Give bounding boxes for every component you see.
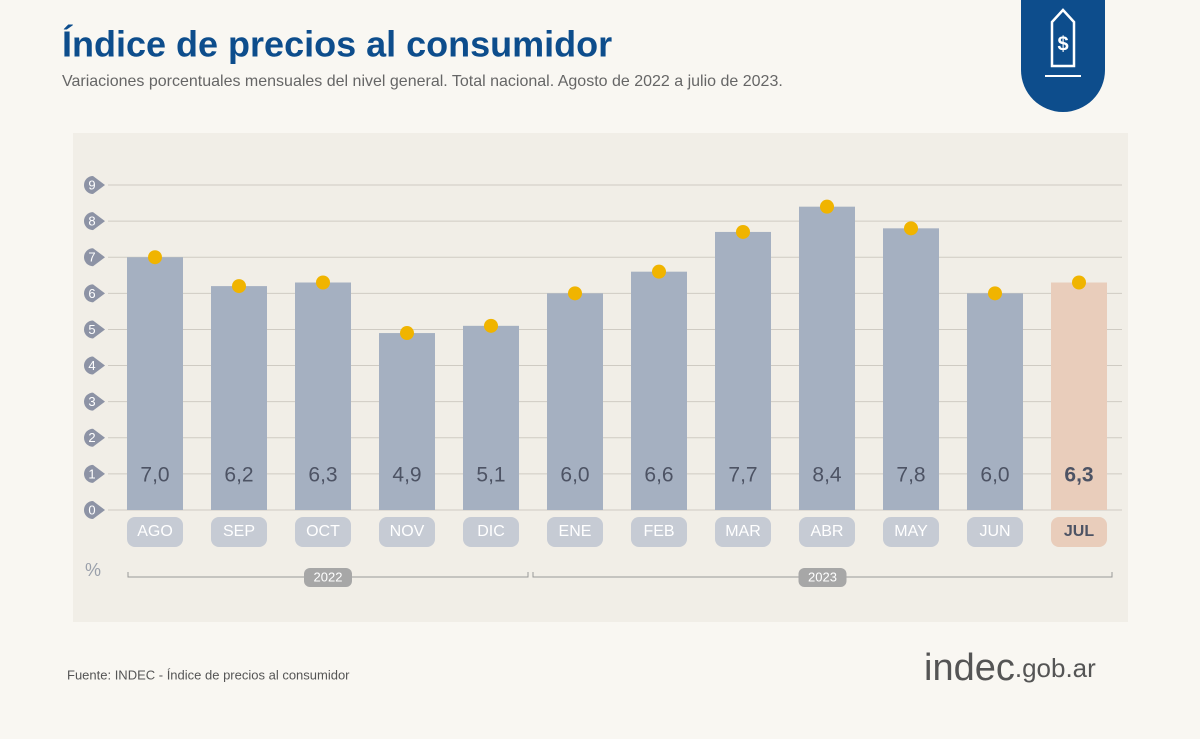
x-tick-label: DIC [477,523,505,540]
x-tick-label: JUL [1064,523,1094,540]
x-tick-label: OCT [306,523,340,540]
y-tick-badge [84,176,105,194]
x-tick-label: ENE [559,523,592,540]
y-tick-label: 0 [88,502,95,517]
x-tick-label: MAR [725,523,761,540]
y-tick-label: 3 [88,394,95,409]
y-tick-badge [84,392,105,411]
bar [127,257,183,510]
value-label: 6,0 [560,464,589,487]
bar-marker [316,275,330,290]
bar-marker [736,224,750,239]
y-tick-badge [84,356,105,375]
y-tick-badge [84,248,105,267]
group-pill [304,568,352,587]
group-label: 2023 [808,569,837,584]
value-label: 8,4 [812,464,842,487]
bar [463,325,519,510]
category-pill [799,517,855,547]
y-tick-label: 2 [88,430,95,445]
y-tick-label: 6 [88,286,95,301]
group-pill [798,568,847,587]
category-pill [967,517,1023,547]
y-tick-badge [84,464,105,483]
bar [715,231,771,510]
value-label: 5,1 [476,464,505,487]
category-pill [547,517,603,547]
x-tick-label: MAY [894,523,928,540]
y-tick-badge [84,212,105,231]
category-pill [883,517,939,547]
logo-suffix: .gob.ar [1015,653,1096,683]
category-pill [211,517,267,547]
category-pill [1051,517,1107,547]
chart-subtitle: Variaciones porcentuales mensuales del n… [62,73,783,90]
category-pill [631,517,687,547]
y-tick-badge [84,501,105,519]
bar [295,282,351,510]
value-label: 6,3 [1064,464,1093,487]
value-label: 7,0 [140,464,169,487]
bar-marker [1072,275,1086,290]
category-pill [463,517,519,547]
category-pill [715,517,771,547]
bar-marker [820,199,834,214]
bar-marker [232,279,246,294]
y-tick-badge [84,320,105,339]
y-tick-label: 5 [88,322,95,337]
bar-marker [568,286,582,301]
value-label: 6,3 [308,464,337,487]
bar-marker [904,221,918,236]
bar-marker [484,318,498,333]
category-pill [379,517,435,547]
value-label: 4,9 [392,464,421,487]
x-tick-label: FEB [643,523,674,540]
x-tick-label: ABR [811,523,844,540]
value-label: 6,6 [644,464,673,487]
bar [547,293,603,510]
value-label: 6,2 [224,464,253,487]
category-pill [127,517,183,547]
x-tick-label: AGO [137,523,173,540]
bar [967,293,1023,510]
bar-marker [400,326,414,341]
y-tick-label: 9 [88,177,95,192]
header-icon: $ [1021,0,1105,112]
y-tick-label: 4 [88,358,95,373]
x-tick-label: SEP [223,523,255,540]
unit-label: % [85,560,101,580]
category-pill [295,517,351,547]
value-label: 7,7 [728,464,757,487]
bar [379,333,435,510]
bar-marker [148,250,162,265]
bar [799,206,855,510]
x-tick-label: JUN [979,523,1010,540]
y-tick-label: 7 [88,250,95,265]
bar [211,286,267,510]
value-label: 7,8 [896,464,925,487]
group-label: 2022 [314,569,343,584]
chart-title: Índice de precios al consumidor [62,24,612,65]
y-tick-badge [84,428,105,447]
source: Fuente: INDEC - Índice de precios al con… [67,667,350,682]
y-tick-badge [84,284,105,303]
y-tick-label: 8 [88,214,95,229]
bar [883,228,939,511]
svg-text:$: $ [1057,33,1068,55]
bar-marker [652,264,666,279]
logo: indec.gob.ar [924,647,1096,689]
bar [1051,282,1107,510]
value-label: 6,0 [980,464,1009,487]
bar-marker [988,286,1002,301]
bar [631,271,687,510]
y-tick-label: 1 [88,466,95,481]
x-tick-label: NOV [390,523,425,540]
logo-main: indec [924,647,1015,689]
